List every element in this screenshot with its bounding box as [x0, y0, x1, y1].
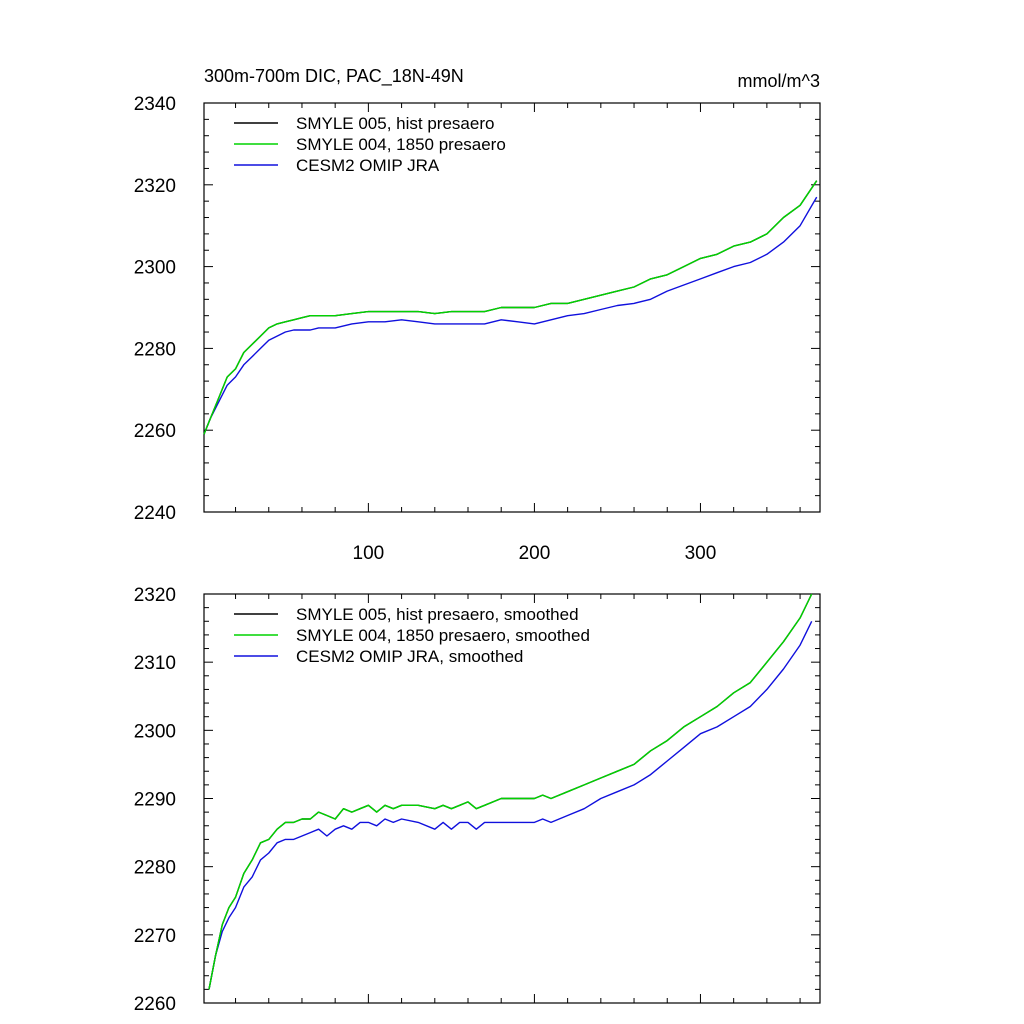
series-line-1	[208, 593, 813, 990]
y-tick-label: 2300	[134, 258, 176, 279]
y-tick-label: 2340	[134, 94, 176, 115]
legend-label: SMYLE 005, hist presaero, smoothed	[296, 605, 579, 624]
legend-label: SMYLE 005, hist presaero	[296, 114, 494, 133]
y-tick-label: 2240	[134, 503, 176, 524]
legend-label: CESM2 OMIP JRA	[296, 156, 440, 175]
y-tick-label: 2290	[134, 790, 176, 811]
y-tick-label: 2320	[134, 176, 176, 197]
y-tick-label: 2260	[134, 421, 176, 442]
series-line-2	[203, 196, 818, 435]
y-tick-label: 2320	[134, 585, 176, 606]
x-tick-label: 200	[519, 543, 551, 564]
y-tick-label: 2260	[134, 994, 176, 1015]
y-tick-label: 2280	[134, 858, 176, 879]
x-tick-label: 100	[353, 543, 385, 564]
panel-bottom: 2260227022802290230023102320100200300SMY…	[134, 585, 821, 1015]
plot-frame	[203, 102, 821, 513]
x-tick-label: 300	[685, 543, 717, 564]
series-line-1	[203, 180, 818, 435]
legend-label: SMYLE 004, 1850 presaero	[296, 135, 506, 154]
panel-top: 2240 2260 2280 2300 2320 2340 100 200 300 SMYLE 0…	[134, 94, 821, 564]
legend-label: CESM2 OMIP JRA, smoothed	[296, 647, 523, 666]
y-tick-label: 2280	[134, 339, 176, 360]
legend-label: SMYLE 004, 1850 presaero, smoothed	[296, 626, 590, 645]
y-tick-label: 2300	[134, 721, 176, 742]
y-tick-label: 2310	[134, 653, 176, 674]
y-tick-label: 2270	[134, 926, 176, 947]
units-label: mmol/m^3	[738, 71, 820, 91]
series-line-2	[208, 620, 813, 990]
chart-title: 300m-700m DIC, PAC_18N-49N	[204, 66, 464, 87]
